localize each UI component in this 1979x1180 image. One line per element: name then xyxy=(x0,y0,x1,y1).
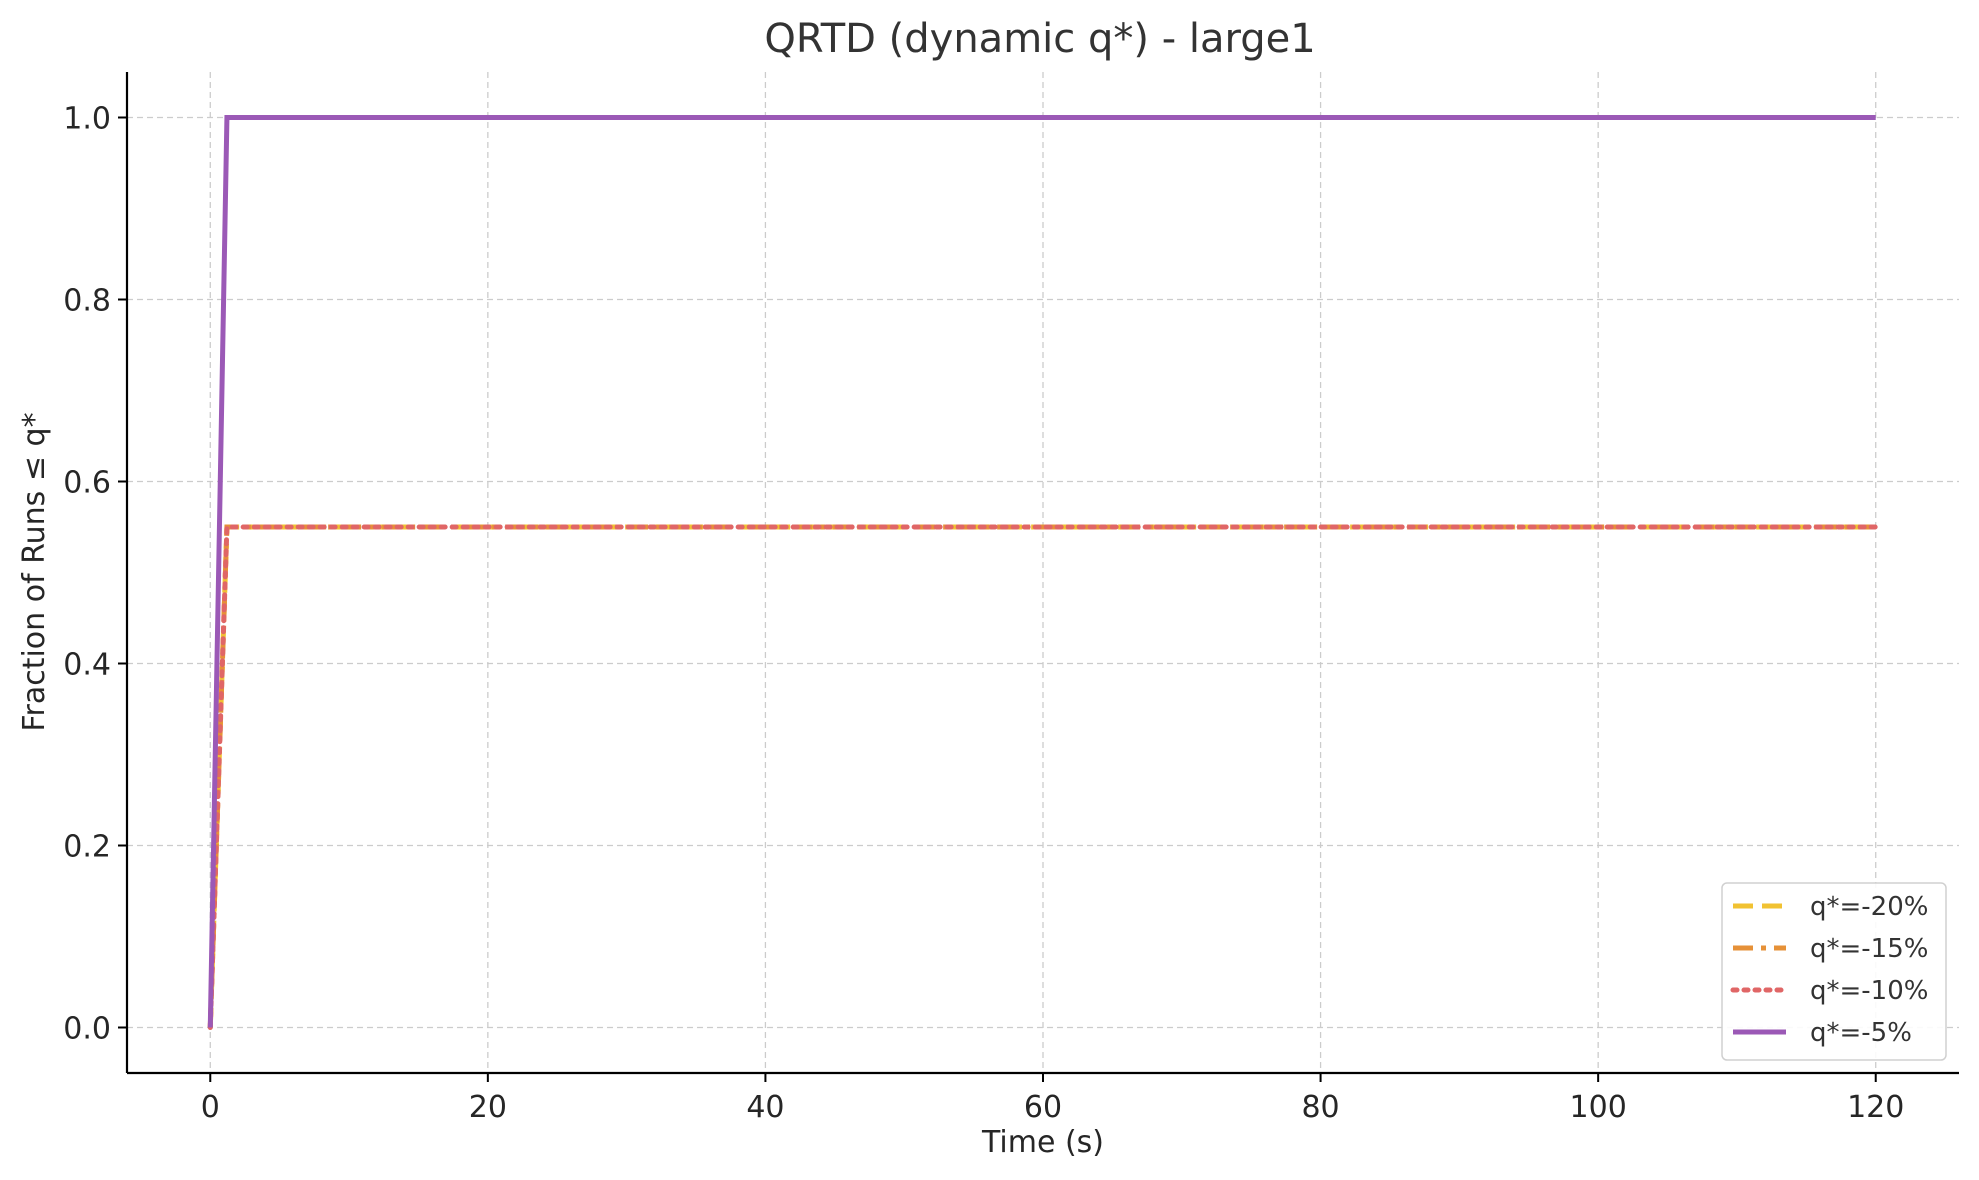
chart-title: QRTD (dynamic q*) - large1 xyxy=(764,16,1315,62)
series-line-q-5- xyxy=(207,115,1876,1028)
x-tick-label: 0 xyxy=(201,1090,220,1125)
x-axis-ticks: 0 20 40 60 80 100 120 xyxy=(201,1073,1904,1125)
series-lines xyxy=(207,115,1879,1030)
y-tick-label: 0.6 xyxy=(63,466,111,501)
x-tick-label: 120 xyxy=(1847,1090,1904,1125)
x-tick-label: 100 xyxy=(1570,1090,1627,1125)
legend-label-q20: q*=-20% xyxy=(1810,892,1928,922)
y-axis-ticks: 0.0 0.2 0.4 0.6 0.8 1.0 xyxy=(63,102,127,1047)
legend-label-q5: q*=-5% xyxy=(1810,1018,1912,1048)
x-axis-label: Time (s) xyxy=(981,1125,1104,1160)
y-tick-label: 0.0 xyxy=(63,1012,111,1047)
y-tick-label: 1.0 xyxy=(63,102,111,137)
x-tick-label: 60 xyxy=(1024,1090,1062,1125)
y-tick-label: 0.2 xyxy=(63,830,111,865)
x-tick-label: 80 xyxy=(1301,1090,1339,1125)
y-tick-label: 0.4 xyxy=(63,648,111,683)
x-tick-label: 20 xyxy=(469,1090,507,1125)
legend-label-q10: q*=-10% xyxy=(1810,976,1928,1006)
legend-box xyxy=(1721,882,1947,1061)
legend-label-q15: q*=-15% xyxy=(1810,934,1928,964)
x-tick-label: 40 xyxy=(746,1090,784,1125)
y-tick-label: 0.8 xyxy=(63,284,111,319)
y-axis-label: Fraction of Runs ≤ q* xyxy=(17,412,52,731)
legend: q*=-20% q*=-15% q*=-10% q*=-5% xyxy=(1721,882,1947,1061)
